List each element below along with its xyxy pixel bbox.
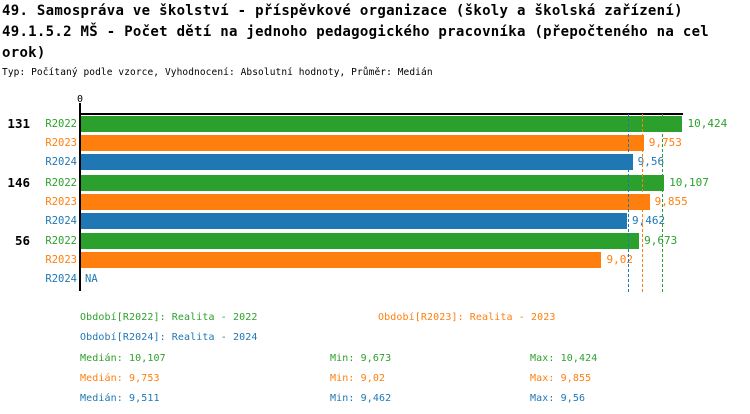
chart-title-line-3: orok): [2, 45, 46, 61]
row-label-R2023: R2023: [45, 137, 77, 149]
stat-max-r2024: Max: 9,56: [530, 393, 586, 404]
bar-value-label: 9,02: [606, 253, 633, 266]
bar-value-label: 9,462: [631, 213, 666, 227]
bar-value-label: 9,56: [637, 155, 665, 168]
bar-R2022-group-131: [81, 116, 683, 132]
bar-value-label: 10,424: [687, 117, 728, 130]
median-line-R2023: [641, 114, 643, 292]
stat-max-r2023: Max: 9,855: [530, 373, 592, 384]
stat-median-r2024: Medián: 9,511: [80, 393, 160, 404]
stat-median-r2023: Medián: 9,753: [80, 373, 160, 384]
bar-R2023-group-56: [81, 252, 602, 268]
median-line-R2024: [627, 114, 629, 292]
row-label-R2022: R2022: [45, 118, 77, 130]
chart-subtitle-typ: Typ: Počítaný podle vzorce, Vyhodnocení:…: [2, 67, 433, 78]
stat-median-r2022: Medián: 10,107: [80, 353, 166, 364]
x-axis-line: [80, 113, 683, 115]
stat-min-r2022: Min: 9,673: [330, 353, 392, 364]
row-label-R2024: R2024: [45, 156, 77, 168]
legend-item-r2022: Období[R2022]: Realita - 2022: [80, 312, 258, 323]
y-axis-line: [79, 103, 81, 291]
stat-max-r2022: Max: 10,424: [530, 353, 598, 364]
bar-R2023-group-146: [81, 193, 650, 210]
chart-title-line-1: 49. Samospráva ve školství - příspěvkové…: [2, 3, 683, 19]
median-line-R2022: [662, 114, 664, 292]
row-label-R2023: R2023: [45, 195, 77, 208]
group-label-56: 56: [14, 233, 30, 248]
row-label-R2022: R2022: [45, 176, 77, 189]
row-label-R2022: R2022: [45, 235, 77, 247]
group-label-146: 146: [7, 174, 30, 190]
group-label-131: 131: [7, 116, 30, 131]
bar-value-label: 10,107: [669, 175, 709, 189]
stat-min-r2024: Min: 9,462: [330, 393, 392, 404]
bar-R2022-group-56: [81, 233, 640, 249]
chart-title-line-2: 49.1.5.2 MŠ - Počet dětí na jednoho peda…: [2, 24, 710, 40]
bar-value-label: 9,753: [648, 136, 682, 149]
bar-value-label: 9,855: [654, 194, 688, 208]
row-label-R2024: R2024: [45, 214, 77, 227]
row-label-R2024: R2024: [45, 273, 77, 285]
row-label-R2023: R2023: [45, 254, 77, 266]
bar-value-label: 9,673: [644, 234, 678, 247]
bar-R2024-group-146: [81, 212, 627, 229]
stat-min-r2023: Min: 9,02: [330, 373, 386, 384]
legend-item-r2023: Období[R2023]: Realita - 2023: [378, 312, 556, 323]
bar-R2024-group-131: [81, 154, 633, 170]
bar-R2023-group-131: [81, 135, 644, 151]
bar-R2022-group-146: [81, 174, 665, 191]
bar-value-na-label: NA: [85, 273, 98, 285]
x-axis-zero-tick-label: 0: [76, 94, 84, 105]
legend-item-r2024: Období[R2024]: Realita - 2024: [80, 332, 258, 343]
